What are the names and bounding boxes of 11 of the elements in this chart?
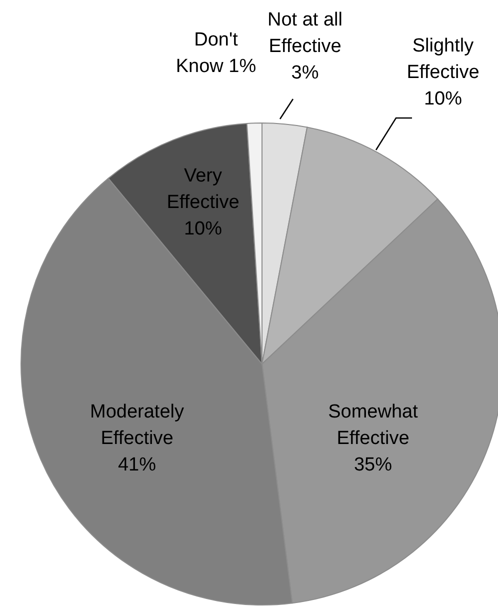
slice-label: Not at all Effective bbox=[268, 10, 342, 57]
slice-label: Don't Know 1% bbox=[176, 30, 256, 77]
slice-label: Moderately Effective bbox=[90, 402, 184, 449]
data-label: 35% bbox=[354, 454, 392, 476]
slice-label: Very Effective bbox=[166, 166, 240, 213]
data-label: 41% bbox=[118, 454, 156, 476]
data-label: 10% bbox=[424, 88, 462, 110]
slice-label: Somewhat Effective bbox=[328, 402, 419, 449]
data-label: 10% bbox=[184, 218, 222, 240]
data-label: 3% bbox=[291, 62, 319, 84]
slice-label: Slightly Effective bbox=[406, 36, 480, 83]
